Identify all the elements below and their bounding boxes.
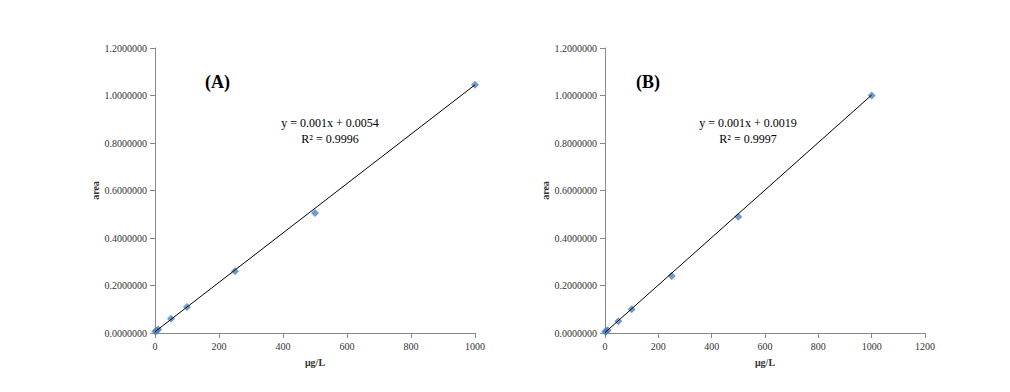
svg-text:1.2000000: 1.2000000 bbox=[555, 43, 598, 54]
svg-text:0: 0 bbox=[153, 341, 158, 352]
svg-text:1000: 1000 bbox=[465, 341, 485, 352]
svg-text:0: 0 bbox=[603, 341, 608, 352]
svg-text:μg/L: μg/L bbox=[305, 357, 325, 368]
svg-text:800: 800 bbox=[811, 341, 826, 352]
svg-text:0.4000000: 0.4000000 bbox=[105, 233, 148, 244]
svg-text:600: 600 bbox=[758, 341, 773, 352]
svg-text:y = 0.001x + 0.0019: y = 0.001x + 0.0019 bbox=[699, 116, 797, 130]
svg-text:(A): (A) bbox=[205, 72, 230, 93]
svg-text:area: area bbox=[90, 181, 101, 200]
svg-text:0.8000000: 0.8000000 bbox=[105, 138, 148, 149]
svg-text:1.0000000: 1.0000000 bbox=[105, 90, 148, 101]
svg-text:200: 200 bbox=[212, 341, 227, 352]
svg-text:800: 800 bbox=[404, 341, 419, 352]
svg-text:R² = 0.9997: R² = 0.9997 bbox=[719, 132, 776, 146]
svg-text:600: 600 bbox=[340, 341, 355, 352]
svg-text:(B): (B) bbox=[636, 72, 660, 93]
svg-text:1.0000000: 1.0000000 bbox=[555, 90, 598, 101]
svg-text:0.2000000: 0.2000000 bbox=[105, 280, 148, 291]
svg-text:y = 0.001x + 0.0054: y = 0.001x + 0.0054 bbox=[281, 116, 379, 130]
svg-text:400: 400 bbox=[276, 341, 291, 352]
svg-text:0.0000000: 0.0000000 bbox=[555, 328, 598, 339]
svg-text:0.4000000: 0.4000000 bbox=[555, 233, 598, 244]
svg-text:1.2000000: 1.2000000 bbox=[105, 43, 148, 54]
svg-text:1200: 1200 bbox=[915, 341, 935, 352]
svg-text:0.6000000: 0.6000000 bbox=[105, 185, 148, 196]
svg-text:μg/L: μg/L bbox=[755, 357, 775, 368]
svg-text:200: 200 bbox=[651, 341, 666, 352]
svg-text:0.2000000: 0.2000000 bbox=[555, 280, 598, 291]
svg-text:400: 400 bbox=[704, 341, 719, 352]
svg-text:area: area bbox=[540, 181, 551, 200]
svg-text:0.0000000: 0.0000000 bbox=[105, 328, 148, 339]
svg-text:0.8000000: 0.8000000 bbox=[555, 138, 598, 149]
svg-text:0.6000000: 0.6000000 bbox=[555, 185, 598, 196]
svg-text:R² = 0.9996: R² = 0.9996 bbox=[301, 132, 358, 146]
svg-text:1000: 1000 bbox=[862, 341, 882, 352]
